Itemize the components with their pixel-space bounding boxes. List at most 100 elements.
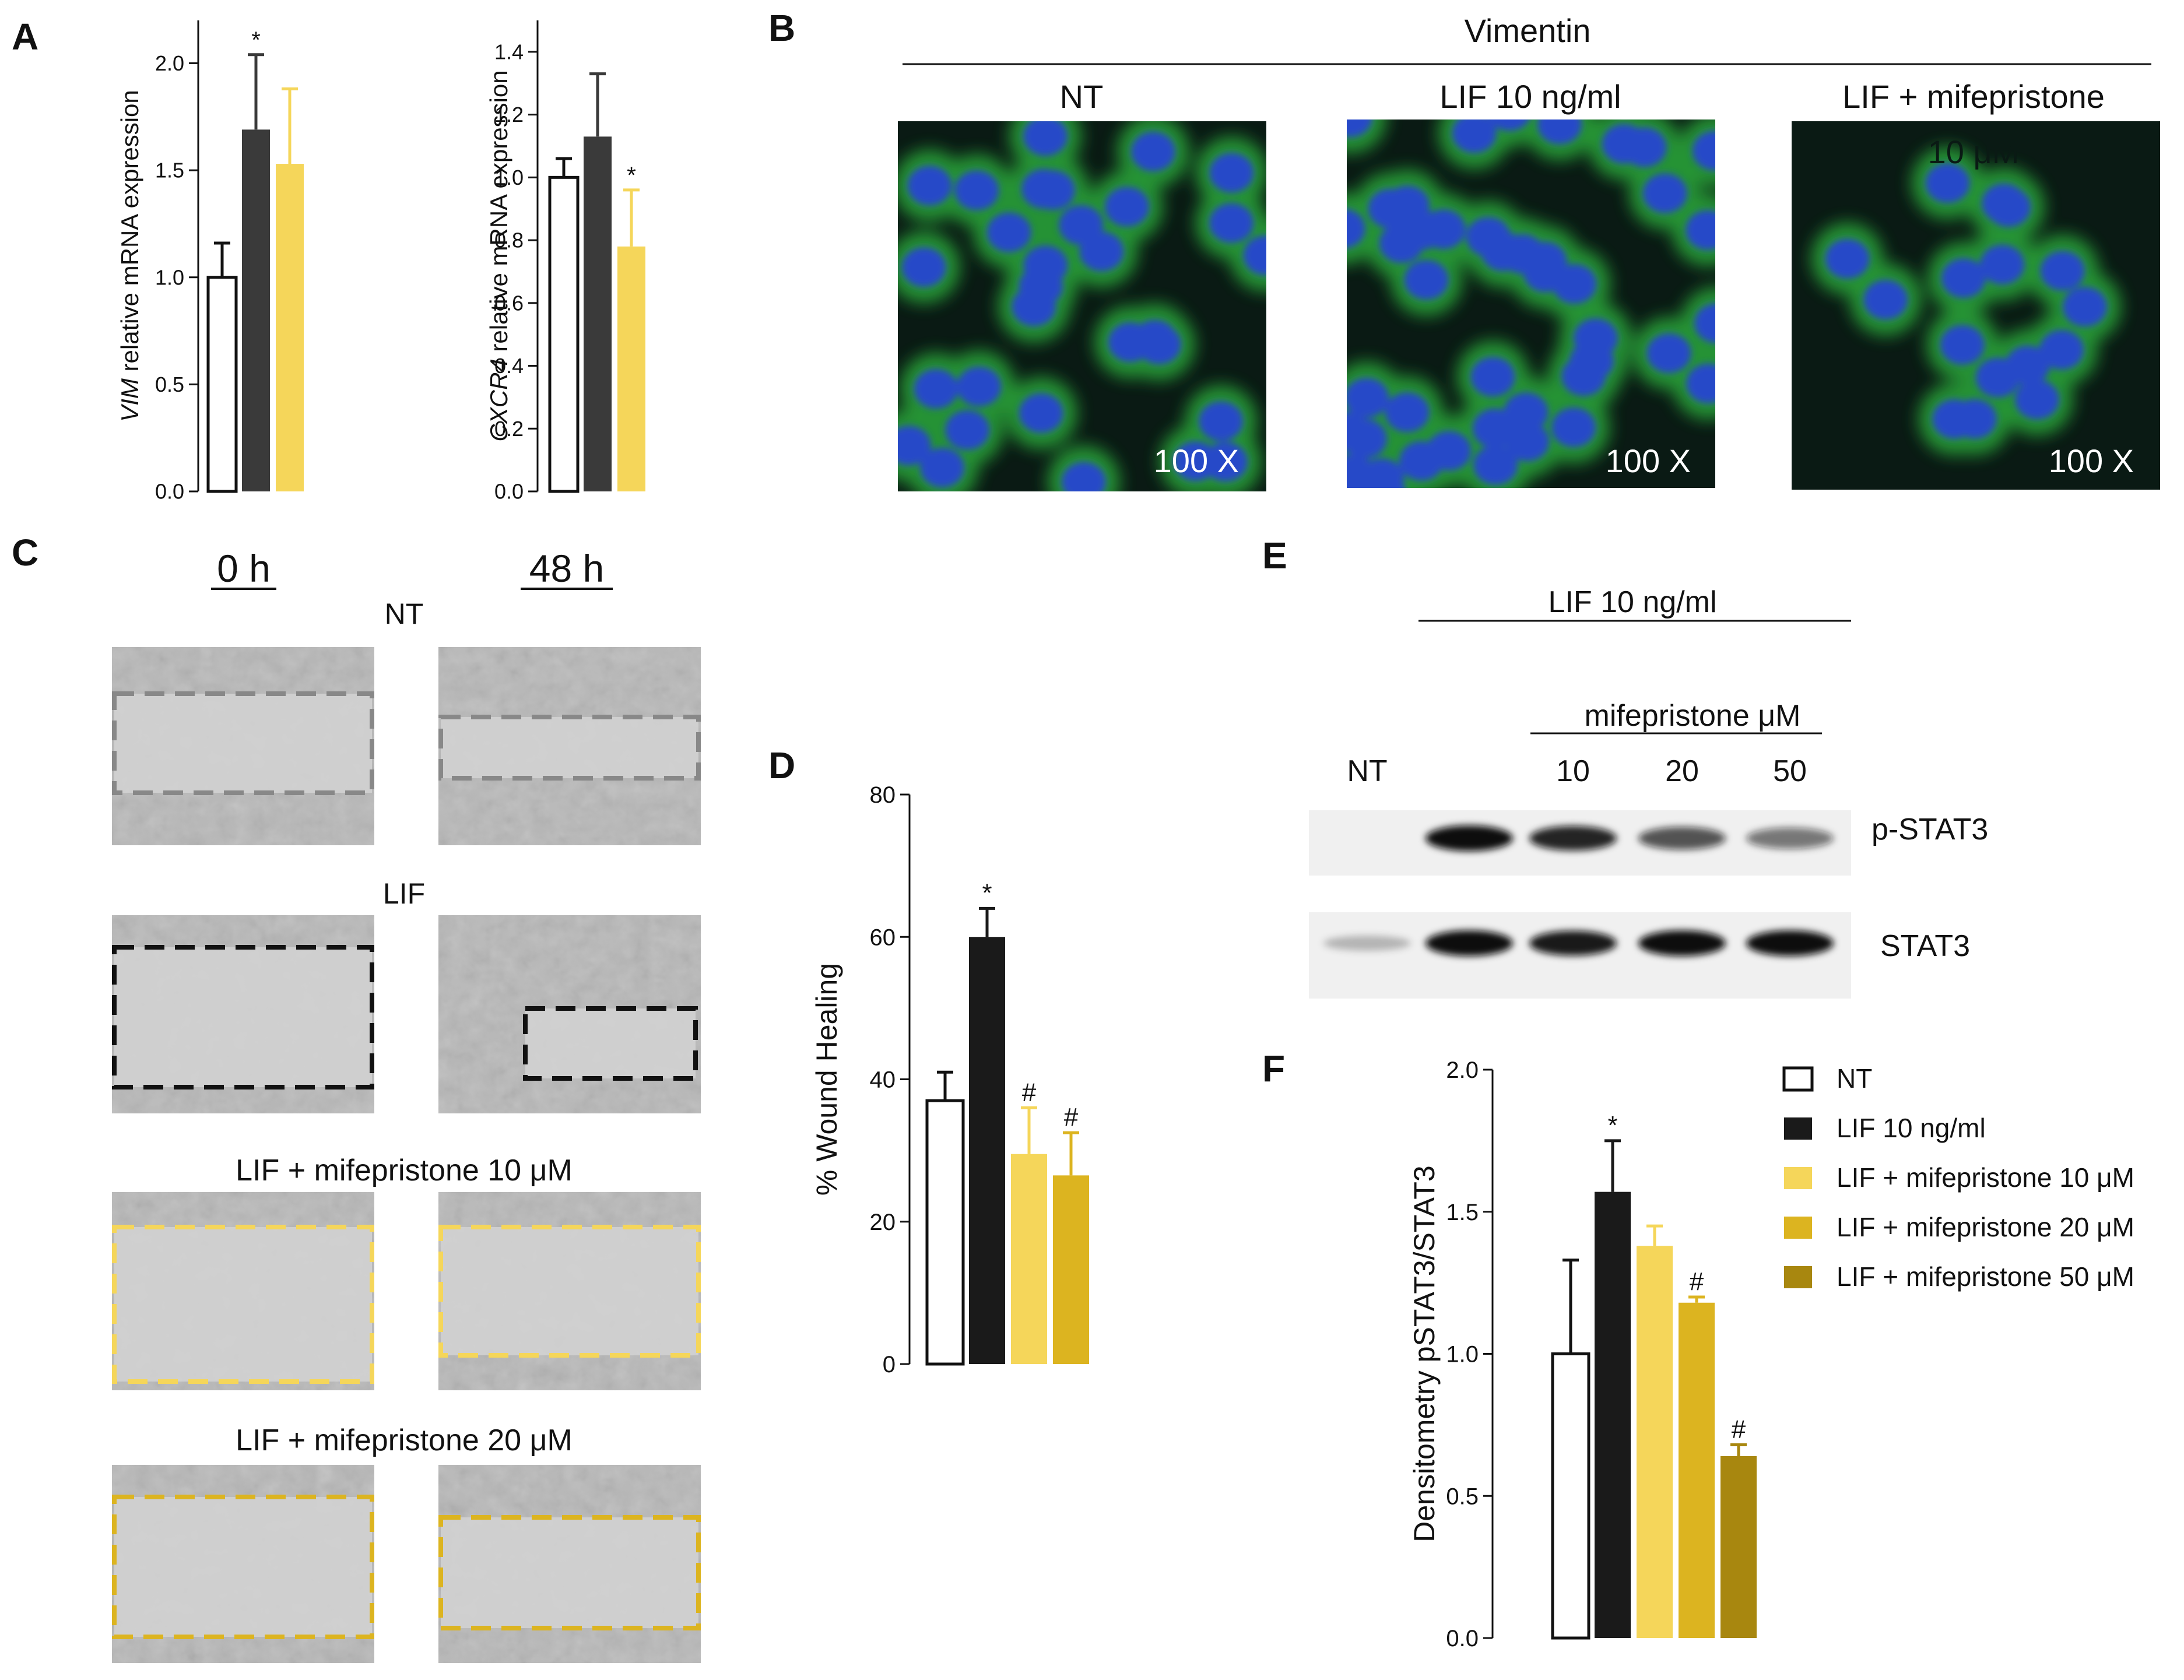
lane-nt: NT (1347, 754, 1387, 788)
bar (969, 937, 1005, 1364)
nucleus (1980, 244, 2025, 284)
micro-sublabel: 10 μM (1928, 133, 2020, 170)
y-tick-label: 1.0 (155, 265, 184, 289)
nucleus (2005, 345, 2050, 385)
nucleus (1692, 131, 1715, 171)
band-stat3 (1323, 936, 1411, 951)
bar (1053, 1175, 1089, 1364)
nucleus (1505, 421, 1550, 462)
vimentin-title: Vimentin (1465, 12, 1591, 49)
nucleus (1940, 325, 1985, 365)
legend-label: LIF 10 ng/ml (1837, 1113, 1986, 1143)
nucleus (986, 212, 1031, 252)
lane-20: 20 (1665, 754, 1699, 788)
nucleus (1130, 131, 1175, 171)
y-tick-label: 0.8 (494, 229, 524, 252)
y-tick-label: 0.4 (494, 354, 524, 378)
y-tick-label: 1.5 (1446, 1200, 1479, 1225)
nucleus (1452, 120, 1497, 153)
time-0h: 0 h (217, 547, 271, 590)
y-tick-label: 40 (870, 1067, 896, 1093)
nucleus (1489, 120, 1530, 131)
nucleus (1427, 431, 1472, 471)
micro-label-lif: LIF 10 ng/ml (1439, 78, 1621, 115)
panel-c-wound-images: 0 h 48 h NT LIF LIF + mifepristone 10 μM… (112, 547, 701, 1663)
nucleus (1173, 441, 1218, 481)
significance-marker: # (1690, 1267, 1704, 1296)
nucleus (1209, 203, 1254, 243)
cxcr4-expression-chart: 0.0 0.2 0.4 0.6 0.8 1.0 1.2 1.4 * CXCR4 relative … (485, 20, 645, 504)
micrograph-lif-mifepristone (1792, 121, 2160, 490)
y-tick-label: 80 (870, 782, 896, 808)
nucleus (1347, 209, 1365, 248)
wound-gap-box (112, 1495, 374, 1639)
nucleus (1642, 173, 1687, 213)
nucleus (1552, 264, 1597, 304)
y-tick-label: 0.5 (155, 372, 184, 396)
nucleus (1646, 333, 1691, 373)
panel-label-d: D (768, 744, 795, 786)
nucleus (1500, 234, 1545, 274)
bar (242, 129, 270, 492)
nucleus (1694, 303, 1715, 343)
nucleus (954, 170, 999, 210)
significance-marker: # (1064, 1103, 1079, 1131)
bar (1679, 1302, 1715, 1638)
legend-label: LIF + mifepristone 20 μM (1837, 1212, 2134, 1242)
wound-gap-box (112, 691, 374, 795)
magnification-label-2: 100 X (1606, 442, 1691, 479)
nucleus (1470, 357, 1515, 397)
bar (206, 276, 238, 493)
significance-marker: * (982, 878, 992, 907)
panel-label-b: B (768, 7, 795, 49)
legend-label: LIF + mifepristone 50 μM (1837, 1261, 2134, 1292)
wound-healing-chart: 0 20 40 60 80 * # # % Wound Healing (810, 782, 1089, 1377)
legend-swatch (1784, 1167, 1812, 1189)
nucleus (1030, 170, 1075, 210)
wound-row-label-lif: LIF (383, 877, 425, 910)
y-tick-label: 0.0 (155, 480, 184, 504)
legend-label: LIF + mifepristone 10 μM (1837, 1162, 2134, 1193)
y-tick-label: 1.4 (494, 40, 524, 64)
band-pstat3 (1746, 827, 1834, 849)
nucleus (1347, 120, 1372, 138)
nucleus (1686, 363, 1715, 403)
significance-marker: # (1022, 1078, 1037, 1106)
nucleus (1404, 260, 1449, 300)
nucleus (1686, 210, 1715, 250)
bar (1595, 1192, 1631, 1638)
band-stat3 (1529, 930, 1617, 956)
band-stat3 (1638, 930, 1726, 956)
micro-label-nt: NT (1060, 78, 1104, 115)
nucleus (2039, 330, 2084, 370)
nucleus (1932, 399, 1977, 439)
micrograph-lif (1347, 120, 1715, 488)
y-tick-label: 1.5 (155, 159, 184, 182)
significance-marker: * (251, 27, 261, 53)
panel-label-e: E (1262, 535, 1287, 577)
nucleus (1209, 153, 1254, 193)
blot-lif-label: LIF 10 ng/ml (1548, 585, 1716, 619)
nucleus (1537, 120, 1582, 145)
y-tick-label: 0.6 (494, 291, 524, 315)
nucleus (957, 367, 1002, 407)
nucleus (907, 166, 952, 206)
y-axis-label: % Wound Healing (810, 963, 843, 1196)
y-tick-label: 0.0 (1446, 1626, 1479, 1651)
y-tick-label: 0.2 (494, 417, 524, 441)
nucleus (1347, 378, 1389, 418)
nucleus (1986, 187, 2031, 227)
magnification-label-1: 100 X (1154, 442, 1239, 479)
blot-mif-label: mifepristone μM (1585, 699, 1801, 733)
magnification-label-3: 100 X (2049, 442, 2134, 479)
lane-50: 50 (1773, 754, 1807, 788)
nucleus (2014, 379, 2059, 420)
band-pstat3 (1425, 825, 1513, 851)
panel-b-vimentin: Vimentin NT LIF 10 ng/ml LIF + mifeprist… (898, 12, 2160, 491)
vim-expression-chart: 0.0 0.5 1.0 1.5 2.0 * VIM relative mRNA expres… (116, 20, 304, 504)
wound-gap-box (438, 1515, 701, 1630)
legend-label: NT (1837, 1063, 1872, 1094)
nucleus (1385, 392, 1430, 433)
nucleus (1368, 188, 1413, 229)
nucleus (945, 410, 990, 450)
